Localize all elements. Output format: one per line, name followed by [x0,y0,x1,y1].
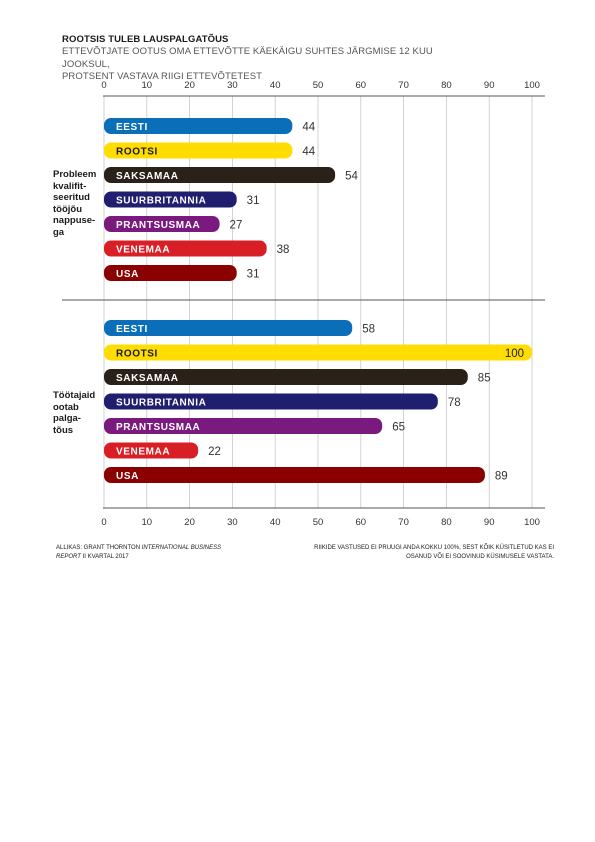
top-tick-label: 30 [227,80,238,91]
bar-value-label: 22 [208,446,221,458]
bar-category-label: PRANTSUSMAA [116,220,200,231]
group-label-line: tõus [53,424,74,436]
bar [104,240,267,257]
group-label-line: nappuse- [53,215,96,226]
bar-category-label: VENEMAA [116,447,170,458]
bar-value-label: 38 [277,244,290,256]
group-label-line: ga [53,226,65,238]
bar-value-label: 44 [302,122,315,134]
bar-value-label: 100 [505,348,524,360]
top-tick-label: 90 [484,80,495,91]
bar [104,369,468,385]
group-label-line: palga- [53,413,81,424]
bar [104,467,485,483]
bar [104,118,293,134]
bar [104,216,220,232]
source-suffix: II KVARTAL 2017 [80,553,129,560]
group-label-line: tööjõu [53,203,83,215]
bar [104,142,293,159]
bar-value-label: 85 [478,373,491,385]
bar-value-label: 78 [448,397,461,409]
bar-value-label: 89 [495,471,508,483]
top-tick-label: 60 [356,80,367,91]
group-label: Probleem kvalifit-seeritud tööjõu nappuse-g… [53,169,103,238]
bottom-tick-label: 30 [227,517,238,528]
bar-category-label: SAKSAMAA [116,373,179,384]
subtitle-line-2: PROTSENT VASTAVA RIIGI ETTEVÕTETEST [62,71,263,82]
bar-category-label: SUURBRITANNIA [116,398,206,409]
footnote: RIIKIDE VASTUSED EI PRUUGI ANDA KOKKU 10… [314,545,554,560]
group-label-line: Probleem [53,169,97,180]
source-prefix: ALLIKAS: GRANT THORNTON [56,545,142,551]
group-label-line: ootab [53,401,79,413]
bar-value-label: 31 [247,195,260,207]
top-tick-label: 100 [524,80,540,91]
group-label-line: seeritud [53,192,90,203]
bar-category-label: USA [116,269,139,280]
top-tick-label: 40 [270,80,281,91]
chart-title: ROOTSIS TULEB LAUSPALGATÕUS [62,34,229,45]
bottom-tick-label: 40 [270,517,281,528]
source-italic: INTERNATIONAL BUSINESS REPORT [56,545,222,560]
group-label: Töötajaid ootab palga-tõus [53,390,103,436]
bottom-tick-label: 80 [441,517,452,528]
bar [104,320,353,336]
bar-category-label: USA [116,471,139,482]
chart-subtitle: ETTEVÕTJATE OOTUS OMA ETTEVÕTTE KÄEKÄIGU… [62,46,482,84]
bar [104,344,532,361]
top-tick-label: 80 [441,80,452,91]
bar-category-label: VENEMAA [116,245,170,256]
bottom-tick-label: 60 [356,517,367,528]
bottom-tick-label: 100 [524,517,540,528]
bar [104,393,438,410]
bottom-tick-label: 90 [484,517,495,528]
bar-value-label: 65 [392,422,405,434]
group-label-line: kvalifit- [53,180,87,192]
top-tick-label: 10 [142,80,153,91]
subtitle-line-1: ETTEVÕTJATE OOTUS OMA ETTEVÕTTE KÄEKÄIGU… [62,46,433,70]
bottom-tick-label: 50 [313,517,324,528]
source-note: ALLIKAS: GRANT THORNTON INTERNATIONAL BU… [56,544,246,561]
bar-category-label: ROOTSI [116,349,158,360]
bar [104,265,237,281]
bar-category-label: ROOTSI [116,147,158,158]
bar-category-label: SUURBRITANNIA [116,196,206,207]
bar-category-label: SAKSAMAA [116,171,179,182]
bar [104,418,383,434]
bar-value-label: 27 [230,220,243,232]
bar-category-label: EESTI [116,324,148,335]
top-tick-label: 0 [101,80,106,91]
bottom-tick-label: 70 [398,517,409,528]
group-label-line: Töötajaid [53,390,96,401]
bar-category-label: EESTI [116,122,148,133]
bar-value-label: 58 [362,324,375,336]
top-tick-label: 50 [313,80,324,91]
bar [104,191,237,208]
bar-value-label: 54 [345,171,358,183]
bar [104,442,199,459]
bar-value-label: 44 [302,146,315,158]
bottom-tick-label: 20 [184,517,195,528]
bar-category-label: PRANTSUSMAA [116,422,200,433]
bottom-tick-label: 10 [142,517,153,528]
top-tick-label: 20 [184,80,195,91]
top-tick-label: 70 [398,80,409,91]
bottom-tick-label: 0 [101,517,106,528]
bar [104,167,336,183]
bar-value-label: 31 [247,269,260,281]
